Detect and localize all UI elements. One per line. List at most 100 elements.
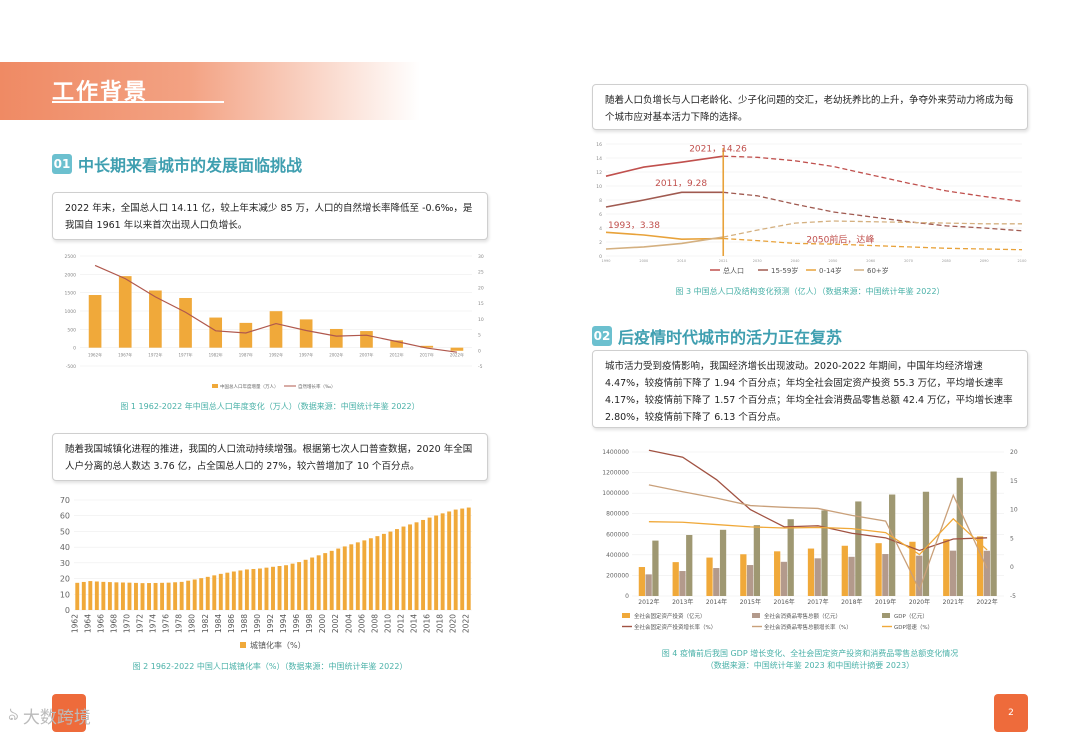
left-page-tab bbox=[52, 694, 86, 732]
x-tick-label: 2008 bbox=[370, 614, 379, 633]
info-text-economy: 城市活力受到疫情影响，我国经济增长出现波动。2020-2022 年期间，中国年均… bbox=[605, 361, 1013, 423]
y2-tick-label: 15 bbox=[478, 301, 484, 307]
bar bbox=[440, 513, 445, 610]
section-heading-1: 01 中长期来看城市的发展面临挑战 bbox=[52, 152, 302, 176]
x-tick-label: 2013年 bbox=[672, 598, 693, 606]
bar bbox=[323, 553, 328, 610]
bar bbox=[706, 557, 713, 596]
bar bbox=[271, 566, 275, 610]
bar bbox=[686, 535, 693, 596]
bar bbox=[349, 544, 354, 610]
bar bbox=[875, 543, 882, 596]
watermark-text: 大数跨境 bbox=[22, 708, 91, 728]
bar bbox=[118, 276, 132, 348]
x-tick-label: 1968 bbox=[109, 614, 118, 633]
bar bbox=[713, 568, 720, 596]
bar bbox=[990, 471, 997, 596]
bar bbox=[943, 539, 950, 596]
x-tick-label: 1964 bbox=[83, 614, 92, 633]
y2-tick-label: 20 bbox=[1010, 449, 1018, 456]
bar bbox=[780, 561, 788, 596]
y-tick-label: 1400000 bbox=[602, 449, 629, 456]
x-tick-label: 2012年 bbox=[390, 352, 404, 358]
bar bbox=[179, 581, 184, 610]
bar bbox=[303, 559, 308, 610]
x-tick-label: 2000 bbox=[318, 614, 327, 633]
series-line-forecast bbox=[723, 237, 1023, 251]
x-tick-label: 2014年 bbox=[706, 598, 727, 606]
bar bbox=[316, 555, 321, 610]
population-change-chart: -500 0 500 1000 1500 2000 2500 -5 0 5 10 15 20 25 30 19… bbox=[65, 254, 484, 390]
bar bbox=[414, 522, 419, 610]
bar bbox=[679, 571, 686, 596]
series-line-solid bbox=[605, 236, 724, 250]
bar bbox=[719, 529, 727, 596]
y-tick-label: 800000 bbox=[606, 511, 629, 518]
y-tick-label: 2500 bbox=[65, 254, 77, 260]
x-tick-label: 2020 bbox=[449, 614, 458, 633]
y-tick-label: 10 bbox=[596, 184, 602, 190]
section-title-1: 中长期来看城市的发展面临挑战 bbox=[78, 156, 303, 175]
page-title: 工作背景 bbox=[52, 80, 149, 105]
bar bbox=[140, 583, 145, 610]
bar bbox=[179, 297, 192, 348]
bar bbox=[297, 562, 302, 610]
legend-label-line: 自然增长率（‰） bbox=[298, 383, 336, 390]
series-line-forecast bbox=[723, 220, 1022, 238]
section-title-2: 后疫情时代城市的活力正在复苏 bbox=[618, 328, 843, 347]
x-tick-label: 2050 bbox=[828, 259, 837, 263]
annotation-children: 1993，3.38 bbox=[608, 221, 660, 231]
population-forecast-chart: 0 2 4 6 8 10 12 14 16 1990 2000 2010 2021 2030 2040 205… bbox=[596, 142, 1026, 275]
y-tick-label: 30 bbox=[60, 559, 70, 568]
bar bbox=[375, 536, 380, 610]
x-tick-label: 2016 bbox=[423, 614, 432, 633]
bar bbox=[814, 558, 821, 596]
bar bbox=[672, 562, 679, 596]
y-tick-label: 400000 bbox=[606, 552, 629, 559]
bar bbox=[466, 507, 471, 610]
bar bbox=[362, 540, 367, 610]
x-tick-label: 2002 bbox=[331, 614, 340, 633]
bar bbox=[81, 581, 86, 610]
bar bbox=[956, 477, 963, 596]
bar bbox=[922, 491, 930, 596]
x-tick-label: 1984 bbox=[214, 614, 223, 633]
bar bbox=[284, 565, 289, 610]
watermark: ঌ 大数跨境 bbox=[8, 700, 91, 731]
bar bbox=[434, 515, 439, 610]
x-tick-label: 1996 bbox=[292, 614, 301, 633]
bar bbox=[269, 311, 283, 348]
bar bbox=[774, 551, 781, 596]
x-tick-label: 2060 bbox=[866, 259, 875, 263]
legend-swatch bbox=[882, 613, 890, 618]
y-tick-label: 40 bbox=[60, 543, 70, 552]
bar bbox=[205, 576, 210, 610]
legend-swatch-bar bbox=[212, 384, 218, 388]
x-tick-label: 2030 bbox=[753, 259, 762, 263]
legend-label: 60+岁 bbox=[867, 266, 889, 275]
figure-caption-1: 图 1 1962-2022 年中国总人口年度变化（万人）（数据来源：中国统计年鉴… bbox=[120, 402, 420, 411]
bar bbox=[450, 347, 464, 351]
info-text-population: 2022 年末，全国总人口 14.11 亿，较上年末减少 85 万，人口的自然增… bbox=[65, 203, 473, 231]
bar bbox=[841, 545, 848, 596]
y-tick-label: 1000000 bbox=[602, 490, 629, 497]
x-tick-label: 2016年 bbox=[774, 598, 795, 606]
y2-tick-label: 10 bbox=[478, 317, 484, 323]
bar bbox=[173, 582, 178, 610]
x-tick-label: 1966 bbox=[96, 614, 105, 633]
bar bbox=[310, 557, 315, 610]
y-tick-label: 2000 bbox=[65, 272, 77, 278]
bar bbox=[753, 525, 761, 596]
bar bbox=[368, 538, 373, 610]
x-tick-label: 1992 bbox=[266, 614, 275, 633]
bar bbox=[101, 581, 106, 610]
legend-swatch bbox=[240, 642, 246, 648]
x-tick-label: 2021 bbox=[719, 259, 728, 263]
series-line-forecast bbox=[723, 155, 1023, 203]
x-tick-label: 1978 bbox=[175, 614, 184, 633]
y-tick-label: -500 bbox=[66, 364, 76, 370]
x-tick-label: 1982 bbox=[201, 614, 210, 633]
legend-label: 城镇化率（%） bbox=[250, 640, 306, 650]
bar bbox=[149, 290, 162, 348]
bar bbox=[225, 572, 230, 610]
